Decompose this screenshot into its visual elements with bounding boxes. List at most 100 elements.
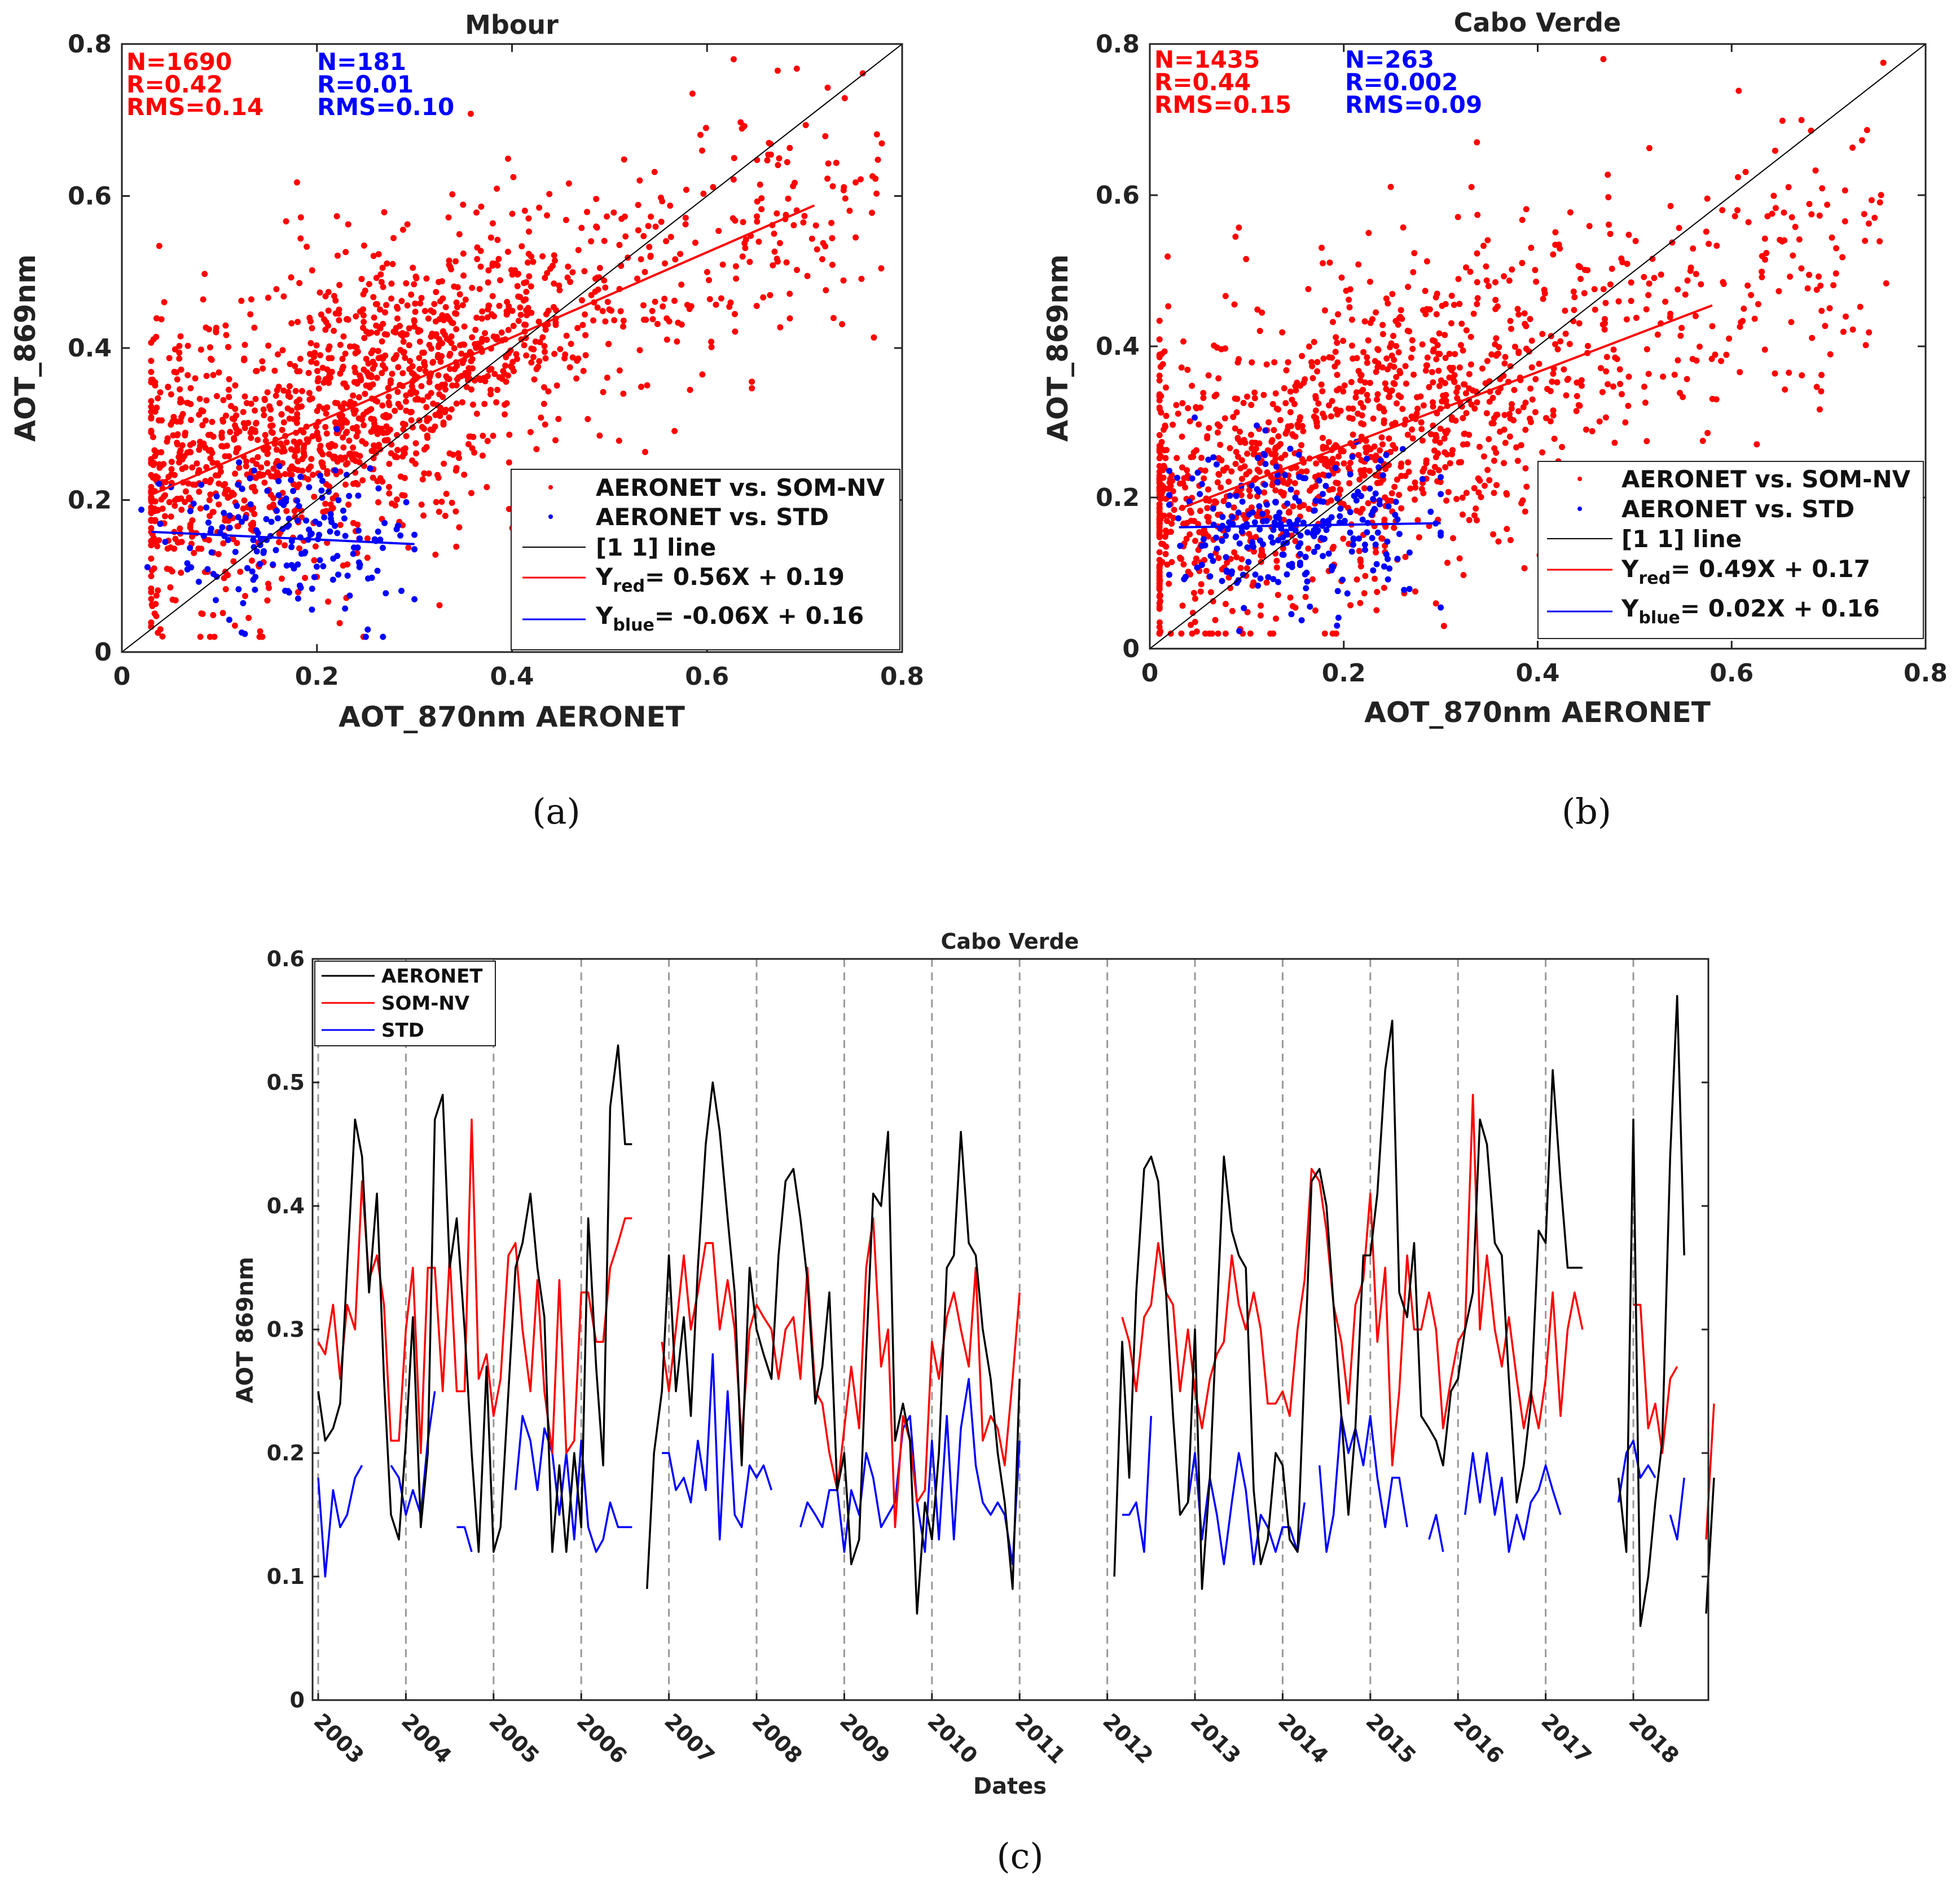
series-line-std	[1122, 1416, 1153, 1553]
scatter-point	[1482, 482, 1488, 489]
scatter-point	[1514, 306, 1521, 312]
scatter-point	[1200, 390, 1207, 397]
scatter-point	[737, 119, 744, 126]
scatter-point	[1474, 517, 1480, 523]
scatter-point	[1292, 433, 1299, 440]
scatter-point	[248, 434, 254, 441]
scatter-point	[545, 307, 552, 314]
scatter-point	[688, 303, 695, 310]
scatter-point	[198, 481, 205, 488]
scatter-point	[1260, 391, 1267, 398]
scatter-point	[1357, 377, 1364, 384]
scatter-point	[1247, 493, 1254, 499]
scatter-point	[440, 328, 446, 334]
scatter-point	[393, 325, 399, 331]
scatter-point	[257, 628, 263, 635]
scatter-point	[243, 463, 249, 470]
x-tick-label: 2010	[922, 1709, 982, 1768]
scatter-point	[314, 368, 320, 375]
scatter-point	[546, 191, 553, 197]
scatter-point	[1213, 534, 1219, 541]
scatter-point	[148, 403, 155, 410]
scatter-point	[1289, 397, 1295, 403]
legend-sub-red: red	[1638, 569, 1671, 588]
scatter-point	[291, 453, 298, 460]
scatter-point	[419, 349, 426, 356]
scatter-point	[220, 397, 227, 403]
scatter-point	[1319, 455, 1326, 462]
scatter-point	[388, 377, 394, 384]
scatter-point	[1550, 251, 1557, 258]
scatter-point	[1321, 630, 1328, 637]
scatter-point	[412, 273, 419, 280]
scatter-point	[542, 355, 549, 362]
scatter-point	[358, 276, 365, 283]
scatter-point	[1379, 322, 1386, 328]
scatter-point	[1452, 351, 1458, 358]
scatter-point	[1541, 287, 1548, 293]
scatter-point	[1641, 384, 1647, 390]
scatter-point	[1827, 351, 1834, 358]
scatter-point	[249, 520, 256, 526]
scatter-point	[1575, 263, 1582, 270]
scatter-point	[152, 601, 159, 607]
scatter-point	[1285, 359, 1291, 366]
scatter-point	[1436, 382, 1443, 389]
scatter-point	[666, 318, 673, 325]
scatter-point	[474, 256, 481, 262]
scatter-point	[1240, 399, 1247, 406]
scatter-point	[1280, 477, 1286, 484]
scatter-point	[1385, 503, 1392, 510]
scatter-point	[667, 234, 674, 240]
scatter-point	[1429, 369, 1435, 376]
scatter-point	[1232, 460, 1239, 467]
scatter-point	[267, 422, 274, 429]
scatter-point	[1796, 236, 1803, 243]
scatter-point	[1184, 467, 1190, 474]
scatter-point	[1347, 529, 1353, 536]
scatter-point	[477, 263, 484, 270]
scatter-point	[1170, 421, 1176, 428]
scatter-point	[431, 301, 438, 307]
scatter-point	[1359, 505, 1366, 512]
scatter-point	[270, 465, 277, 472]
scatter-point	[775, 162, 781, 169]
scatter-point	[1292, 538, 1299, 544]
scatter-point	[530, 258, 537, 265]
scatter-point	[177, 525, 183, 532]
scatter-point	[375, 529, 381, 535]
scatter-point	[1364, 397, 1371, 404]
scatter-point	[1381, 563, 1387, 570]
scatter-point	[1393, 343, 1400, 350]
scatter-point	[227, 429, 234, 435]
scatter-point	[175, 539, 182, 546]
scatter-point	[611, 317, 618, 324]
scatter-point	[1813, 384, 1820, 390]
scatter-point	[593, 196, 600, 202]
scatter-point	[1476, 443, 1483, 450]
scatter-point	[878, 265, 885, 272]
scatter-point	[1677, 390, 1683, 397]
scatter-point	[1617, 381, 1624, 388]
scatter-point	[353, 313, 359, 320]
scatter-point	[1578, 382, 1585, 389]
scatter-point	[1356, 476, 1363, 483]
scatter-point	[528, 310, 535, 316]
scatter-point	[859, 70, 866, 77]
scatter-point	[596, 432, 603, 439]
scatter-point	[1326, 402, 1332, 409]
scatter-point	[1830, 282, 1837, 289]
scatter-point	[1480, 453, 1487, 460]
x-tick-label: 2015	[1361, 1709, 1421, 1768]
scatter-point	[1519, 217, 1526, 223]
scatter-point	[1376, 501, 1383, 508]
scatter-point	[1355, 488, 1361, 495]
scatter-point	[1533, 279, 1540, 285]
panel-b-one-to-one-line	[1149, 43, 1926, 649]
scatter-point	[1772, 147, 1778, 154]
scatter-point	[1467, 268, 1474, 275]
scatter-point	[601, 237, 608, 244]
scatter-point	[1339, 576, 1346, 583]
scatter-point	[682, 214, 689, 221]
scatter-point	[287, 466, 293, 473]
